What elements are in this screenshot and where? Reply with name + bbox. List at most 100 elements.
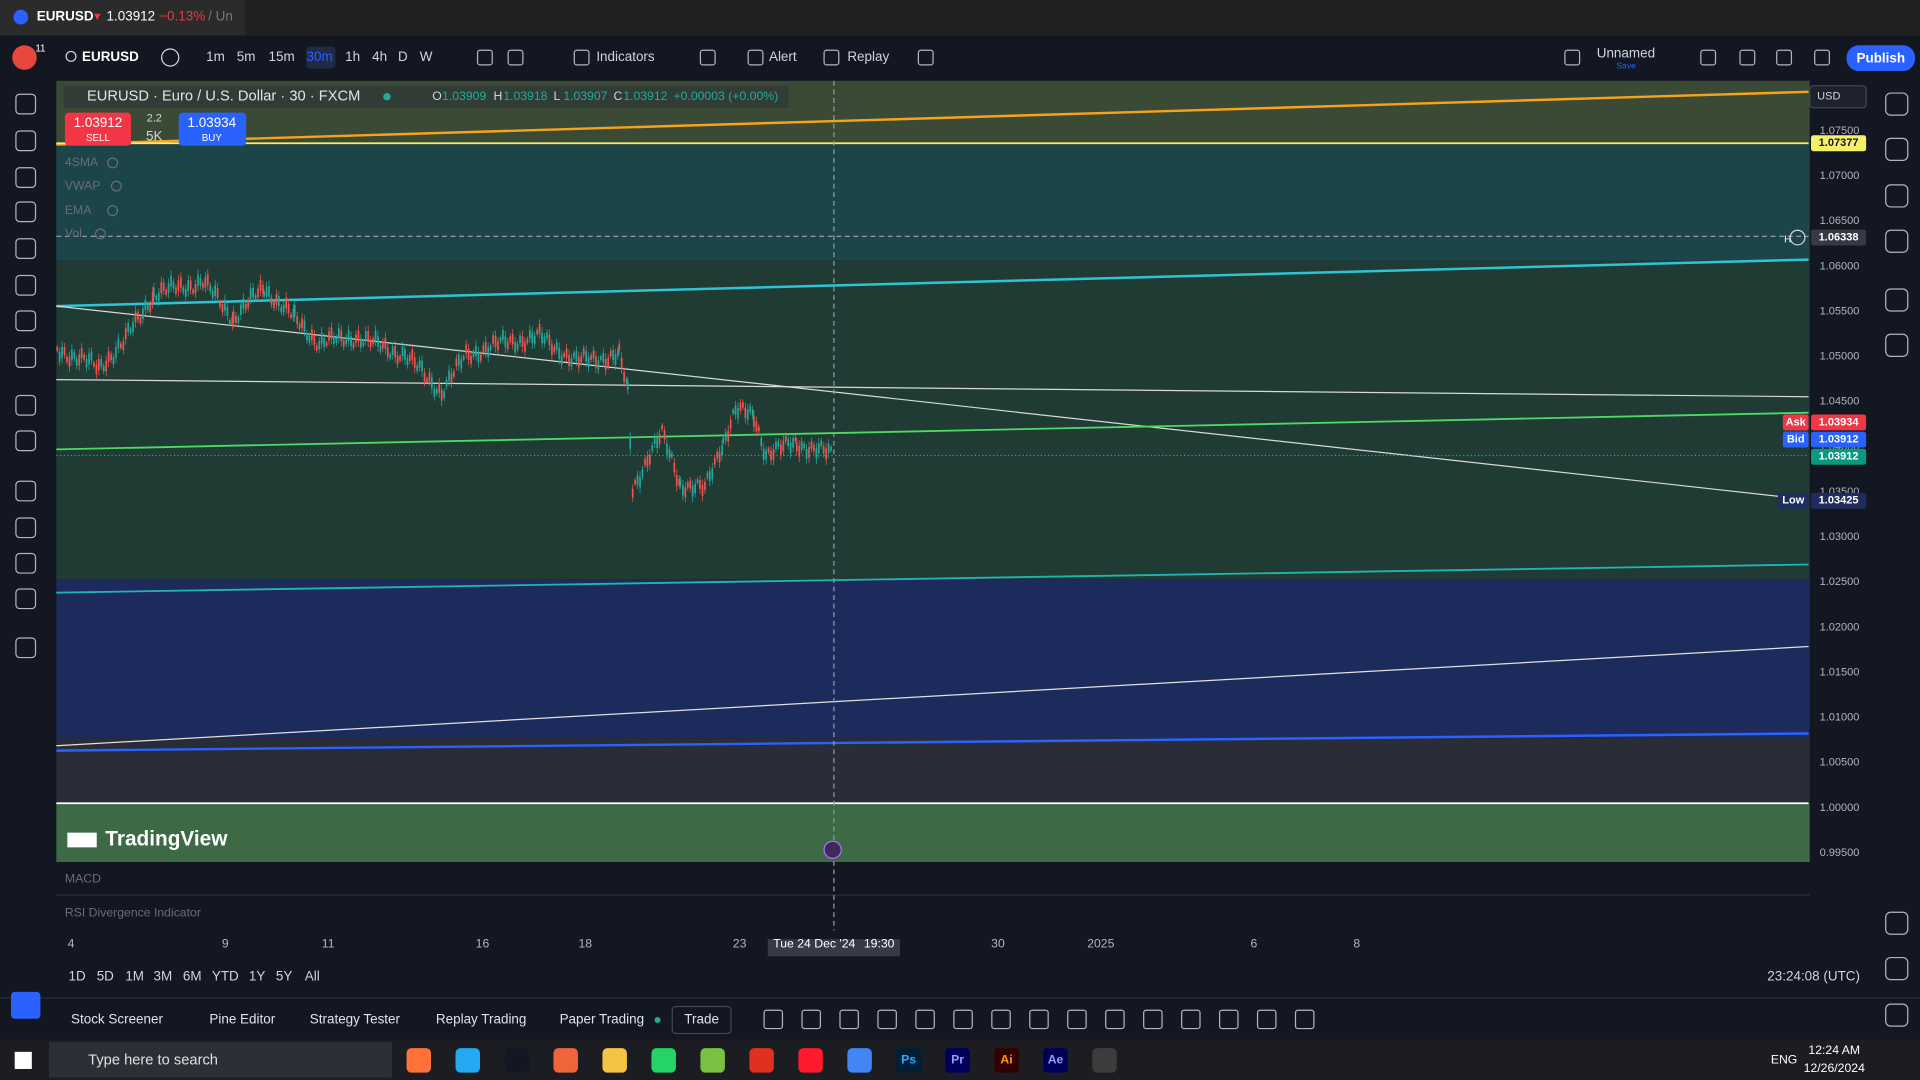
range-button[interactable]: YTD [212, 969, 239, 984]
drawing-tool-icon[interactable] [763, 1009, 784, 1030]
tool-icon[interactable] [15, 517, 37, 539]
indicator-label[interactable]: 4SMA [65, 155, 99, 169]
taskbar-app[interactable] [847, 1048, 872, 1073]
add-symbol[interactable] [161, 48, 180, 67]
taskbar-app[interactable] [798, 1048, 823, 1073]
drawing-tool-icon[interactable] [1029, 1009, 1049, 1030]
range-button[interactable]: All [305, 969, 320, 984]
taskbar-app[interactable] [406, 1048, 432, 1073]
drawing-tool-icon[interactable] [1294, 1009, 1315, 1030]
range-button[interactable]: 5D [97, 969, 114, 984]
taskbar-app[interactable] [455, 1048, 480, 1073]
bottom-tab[interactable]: Strategy Tester [310, 1012, 401, 1027]
trend-line[interactable] [56, 645, 1809, 747]
replay-button[interactable]: Replay [847, 49, 889, 64]
drawing-tool-icon[interactable] [877, 1009, 897, 1030]
sidebar-icon[interactable] [1885, 956, 1909, 981]
interval[interactable]: 4h [372, 49, 387, 64]
indicators-button[interactable]: Indicators [596, 49, 655, 64]
publish-label[interactable]: Publish [1857, 50, 1906, 65]
tool-icon[interactable] [15, 552, 37, 574]
indicator-label[interactable]: VWAP [65, 178, 101, 192]
event-marker[interactable] [823, 840, 842, 859]
taskbar-app[interactable] [553, 1048, 578, 1073]
trend-line[interactable] [56, 411, 1809, 451]
taskbar-app[interactable] [700, 1048, 725, 1073]
currency-select[interactable] [1809, 85, 1867, 109]
sidebar-icon[interactable] [1885, 137, 1909, 162]
trend-line[interactable] [56, 378, 1809, 398]
taskbar-app[interactable] [994, 1048, 1019, 1073]
interval[interactable]: 1m [206, 49, 225, 64]
buy-button[interactable] [178, 112, 247, 146]
taskbar-app[interactable] [504, 1048, 529, 1073]
tool-icon[interactable] [15, 480, 37, 502]
interval-active[interactable] [306, 46, 336, 69]
drawing-tool-icon[interactable] [915, 1009, 935, 1030]
add-alert[interactable] [1789, 229, 1806, 246]
sidebar-icon[interactable] [1885, 911, 1909, 935]
sidebar-icon[interactable] [1885, 333, 1909, 357]
tool-icon[interactable] [15, 93, 37, 115]
tool-icon[interactable] [15, 310, 37, 332]
trend-line[interactable] [56, 563, 1809, 594]
drawing-tool-icon[interactable] [1067, 1009, 1087, 1030]
interval[interactable]: W [420, 49, 433, 64]
toolbar-icon[interactable] [823, 49, 840, 66]
toolbar-icon[interactable] [476, 49, 493, 66]
bottom-tab[interactable]: Trade [684, 1012, 719, 1027]
visibility-icon[interactable] [110, 180, 122, 192]
sidebar-icon[interactable] [1885, 1003, 1909, 1027]
visibility-icon[interactable] [107, 205, 119, 217]
tool-icon[interactable] [15, 430, 37, 452]
symbol-search[interactable]: EURUSD [82, 49, 139, 64]
favorites-button[interactable] [11, 991, 41, 1019]
range-button[interactable]: 5Y [276, 969, 292, 984]
drawing-tool-icon[interactable] [1143, 1009, 1163, 1030]
indicator-label[interactable]: EMA [65, 203, 92, 217]
alert-button[interactable]: Alert [769, 49, 797, 64]
layout-name[interactable]: Unnamed [1597, 45, 1655, 60]
trend-line[interactable] [56, 732, 1809, 752]
toolbar-icon[interactable] [1814, 49, 1830, 66]
drawing-tool-icon[interactable] [1181, 1009, 1201, 1030]
toolbar-icon[interactable] [1700, 49, 1717, 66]
toolbar-icon[interactable] [1739, 49, 1756, 66]
sell-button[interactable] [64, 112, 132, 146]
toolbar-icon[interactable] [1776, 49, 1793, 66]
tool-icon[interactable] [15, 274, 37, 296]
tool-icon[interactable] [15, 347, 37, 368]
avatar[interactable] [12, 45, 37, 70]
tool-icon[interactable] [15, 238, 37, 259]
taskbar-search[interactable] [48, 1042, 392, 1078]
trend-line[interactable] [56, 258, 1809, 308]
tool-icon[interactable] [15, 167, 37, 188]
utc-clock[interactable]: 23:24:08 (UTC) [1767, 969, 1860, 984]
publish-button[interactable] [1846, 45, 1916, 72]
interval[interactable]: D [398, 49, 408, 64]
windows-logo[interactable] [14, 1051, 32, 1069]
sidebar-icon[interactable] [1885, 229, 1909, 253]
drawing-tool-icon[interactable] [839, 1009, 859, 1030]
taskbar-app[interactable] [1043, 1048, 1068, 1073]
taskbar-app[interactable] [896, 1048, 921, 1073]
drawing-tool-icon[interactable] [1105, 1009, 1125, 1030]
tool-icon[interactable] [15, 394, 37, 416]
interval[interactable]: 30m [307, 49, 333, 64]
bottom-tab[interactable]: Stock Screener [71, 1012, 163, 1027]
sidebar-icon[interactable] [1885, 92, 1909, 116]
drawing-tool-icon[interactable] [953, 1009, 973, 1030]
drawing-tool-icon[interactable] [1256, 1009, 1277, 1030]
taskbar-app[interactable] [1092, 1048, 1117, 1073]
range-button[interactable]: 3M [154, 969, 173, 984]
bottom-tab[interactable]: Replay Trading [436, 1012, 526, 1027]
visibility-icon[interactable] [94, 228, 106, 240]
range-button[interactable]: 1M [125, 969, 144, 984]
tool-icon[interactable] [15, 637, 37, 659]
bottom-tab[interactable]: Pine Editor [209, 1012, 275, 1027]
range-button[interactable]: 1D [69, 969, 86, 984]
drawing-tool-icon[interactable] [991, 1009, 1011, 1030]
taskbar-app[interactable] [651, 1048, 676, 1073]
tool-icon[interactable] [15, 588, 37, 610]
toolbar-icon[interactable] [747, 49, 764, 66]
